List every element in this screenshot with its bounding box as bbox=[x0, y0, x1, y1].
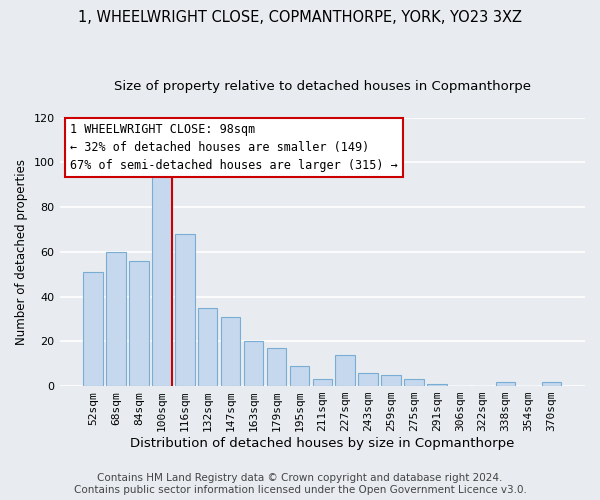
Bar bbox=[244, 342, 263, 386]
Bar bbox=[427, 384, 446, 386]
Bar bbox=[313, 380, 332, 386]
Bar bbox=[267, 348, 286, 386]
Bar bbox=[175, 234, 194, 386]
Bar bbox=[381, 375, 401, 386]
Bar bbox=[106, 252, 126, 386]
Text: Contains HM Land Registry data © Crown copyright and database right 2024.
Contai: Contains HM Land Registry data © Crown c… bbox=[74, 474, 526, 495]
Bar bbox=[221, 317, 241, 386]
Text: 1 WHEELWRIGHT CLOSE: 98sqm
← 32% of detached houses are smaller (149)
67% of sem: 1 WHEELWRIGHT CLOSE: 98sqm ← 32% of deta… bbox=[70, 123, 398, 172]
Bar bbox=[198, 308, 217, 386]
Bar bbox=[358, 372, 378, 386]
Bar bbox=[290, 366, 309, 386]
Title: Size of property relative to detached houses in Copmanthorpe: Size of property relative to detached ho… bbox=[114, 80, 531, 93]
Y-axis label: Number of detached properties: Number of detached properties bbox=[15, 159, 28, 345]
Bar bbox=[335, 355, 355, 386]
Bar bbox=[129, 261, 149, 386]
Bar bbox=[542, 382, 561, 386]
Bar bbox=[496, 382, 515, 386]
Bar bbox=[152, 176, 172, 386]
Bar bbox=[83, 272, 103, 386]
X-axis label: Distribution of detached houses by size in Copmanthorpe: Distribution of detached houses by size … bbox=[130, 437, 514, 450]
Bar bbox=[404, 380, 424, 386]
Text: 1, WHEELWRIGHT CLOSE, COPMANTHORPE, YORK, YO23 3XZ: 1, WHEELWRIGHT CLOSE, COPMANTHORPE, YORK… bbox=[78, 10, 522, 25]
